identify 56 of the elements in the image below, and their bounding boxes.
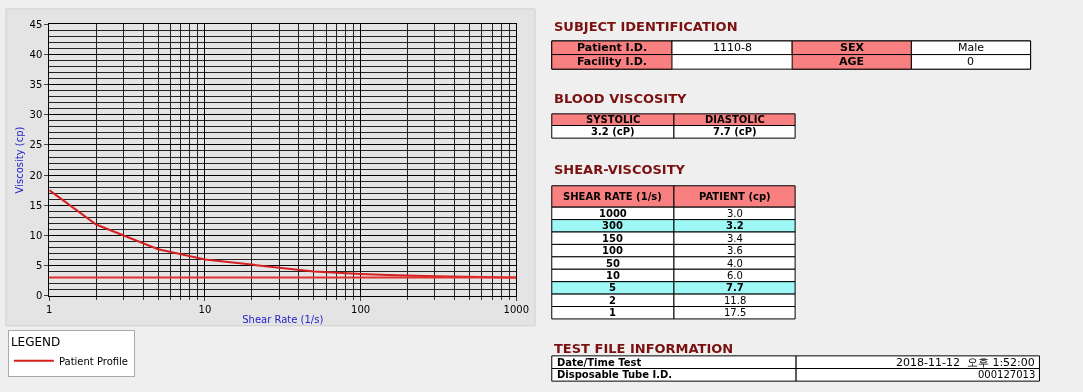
- text: 7.7 (cP): [713, 126, 757, 137]
- y-tick-label: 30: [29, 109, 43, 121]
- y-tick-label: 5: [35, 259, 43, 271]
- text: 17.5: [724, 307, 747, 318]
- text: 11.8: [724, 295, 747, 306]
- text: 0: [967, 55, 974, 68]
- text: SHEAR-VISCOSITY: [554, 162, 686, 177]
- legend-title: LEGEND: [10, 335, 61, 350]
- text: 000127013: [978, 369, 1036, 380]
- text: Date/Time Test: [557, 357, 642, 368]
- y-tick-label: 0: [35, 290, 43, 302]
- text: 3.2: [726, 220, 744, 231]
- text: Male: [958, 41, 985, 54]
- text: SUBJECT IDENTIFICATION: [554, 19, 738, 34]
- y-tick-label: 35: [29, 79, 43, 91]
- text: Patient I.D.: [577, 41, 648, 54]
- text: 150: [602, 233, 623, 244]
- text: AGE: [839, 55, 865, 68]
- y-tick-label: 25: [29, 139, 43, 151]
- text: 1110-8: [713, 41, 752, 54]
- text: SHEAR RATE (1/s): [563, 191, 662, 202]
- text: 3.6: [727, 245, 743, 256]
- x-axis-title: Shear Rate (1/s): [242, 314, 324, 326]
- text: 300: [602, 220, 623, 231]
- text: 7.7: [726, 282, 744, 293]
- text: DIASTOLIC: [705, 114, 765, 125]
- y-tick-label: 10: [29, 229, 43, 241]
- text: SYSTOLIC: [586, 114, 641, 125]
- text: 50: [606, 258, 620, 269]
- legend-label: Patient Profile: [58, 355, 129, 367]
- text: 100: [602, 245, 623, 256]
- y-axis-title: Viscosity (cp): [13, 126, 25, 194]
- x-tick-label: 100: [351, 303, 371, 315]
- text: SEX: [840, 41, 865, 54]
- text: TEST FILE INFORMATION: [554, 341, 734, 356]
- text: 3.2 (cP): [591, 126, 635, 137]
- text: 4.0: [727, 258, 743, 269]
- text: 5: [609, 282, 616, 293]
- y-tick-label: 15: [29, 199, 43, 211]
- text: 10: [606, 270, 620, 281]
- text: 3.0: [727, 208, 743, 219]
- text: 2: [609, 295, 616, 306]
- x-tick-label: 1000: [503, 303, 530, 315]
- y-tick-label: 40: [29, 49, 43, 61]
- text: 1000: [599, 208, 627, 219]
- text: PATIENT (cp): [699, 191, 771, 202]
- text: 6.0: [727, 270, 743, 281]
- text: 3.4: [727, 233, 743, 244]
- y-tick-label: 45: [29, 18, 43, 30]
- x-tick-label: 10: [198, 303, 212, 315]
- y-tick-label: 20: [29, 169, 43, 181]
- text: 2018-11-12 오후 1:52:00: [896, 356, 1035, 369]
- text: Facility I.D.: [577, 55, 647, 68]
- text: BLOOD VISCOSITY: [554, 91, 688, 106]
- text: Disposable Tube I.D.: [557, 369, 673, 380]
- x-tick-label: 1: [46, 303, 53, 315]
